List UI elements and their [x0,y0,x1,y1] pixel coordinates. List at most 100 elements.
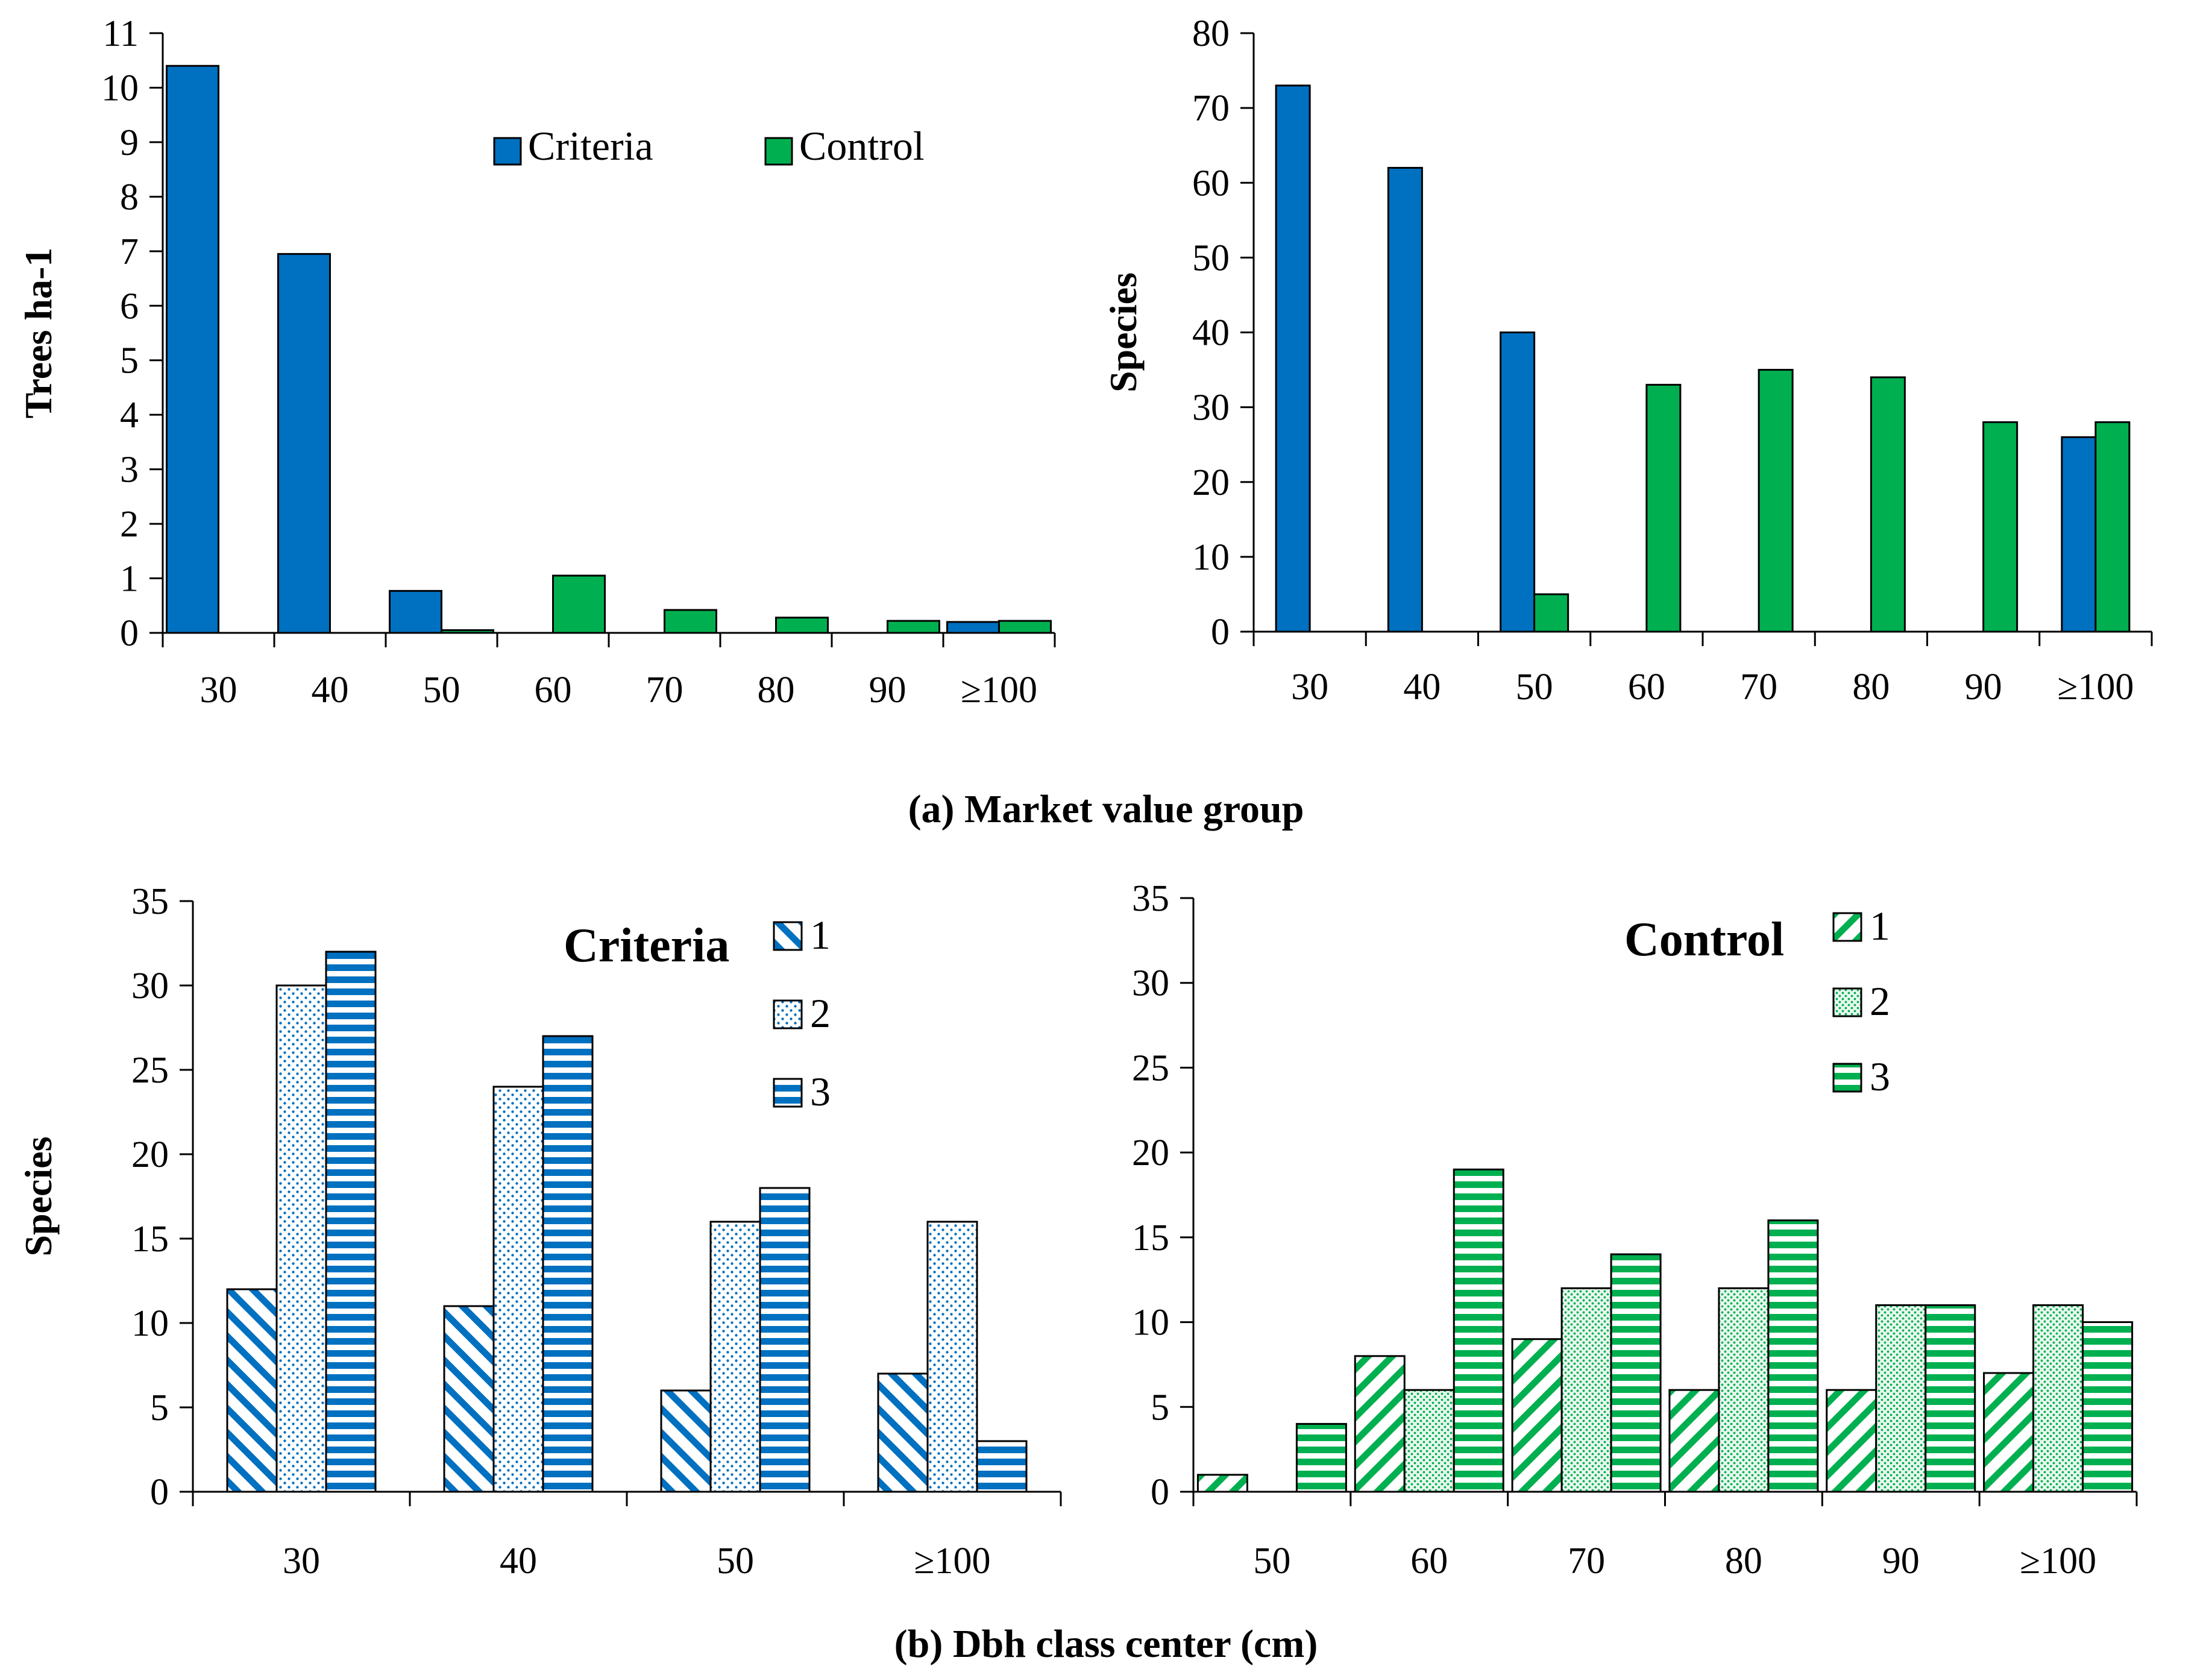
bar-1-≥100 [877,1372,929,1493]
bar-criteria-≥100 [2061,436,2097,633]
bar-criteria-50 [1500,332,1536,633]
x-tick-label: 50 [423,670,460,711]
y-tick-label: 30 [1192,388,1230,429]
chart-criteria-dbh: 0 5 10 15 20 25 30 35 30 40 50 ≥100 Species Criteria 1… [17,881,1062,1582]
x-tick-label: 30 [1291,667,1328,708]
bar-3-≥100 [2082,1321,2134,1493]
legend-label-2: 2 [1870,978,1890,1024]
y-tick-label: 15 [1132,1218,1169,1258]
bar-control-≥100 [998,620,1052,634]
x-tick-label: 30 [200,670,237,711]
y-tick-label: 15 [131,1219,169,1260]
bar-3-30 [325,951,377,1493]
y-tick-label: 30 [1132,963,1169,1004]
bar-3-40 [542,1035,594,1493]
y-tick-label: 25 [1132,1048,1169,1089]
caption-a: (a) Market value group [908,787,1304,831]
y-tick-label: 0 [150,1472,169,1513]
bar-control-70 [1758,369,1794,633]
y-tick-label: 5 [1151,1387,1169,1428]
x-tick-label: 70 [1740,667,1777,708]
y-tick-label: 11 [102,13,139,54]
x-tick-label: 50 [717,1541,754,1582]
bar-1-30 [226,1288,278,1493]
bar-control-90 [887,620,940,634]
bar-control-60 [1645,383,1682,633]
bar-control-80 [775,617,829,634]
x-tick-label: 80 [1852,667,1890,708]
y-tick-label: 20 [131,1134,169,1175]
y-tick-label: 20 [1132,1133,1169,1174]
legend-title: Control [1624,913,1784,966]
legend-title: Criteria [564,919,729,972]
y-tick-label: 30 [131,966,169,1007]
y-tick-label: 10 [101,68,139,108]
y-tick-label: 0 [1211,612,1230,653]
y-axis-label: Species [17,1136,60,1256]
bar-1-70 [1511,1338,1563,1493]
bar-criteria-30 [1275,84,1311,633]
y-tick-label: 3 [120,450,139,491]
bar-2-70 [1560,1287,1612,1493]
legend-label-2: 2 [810,990,831,1036]
x-tick-label: 40 [1403,667,1441,708]
legend-swatch-control [764,137,793,166]
x-tick-label: 80 [1725,1541,1762,1582]
legend-swatch-3 [1832,1063,1862,1093]
bar-3-60 [1453,1168,1504,1493]
x-tick-label: 80 [758,670,795,711]
bar-control-70 [664,609,717,634]
legend-swatch-1 [773,921,803,951]
legend-label-3: 3 [1870,1054,1890,1099]
bar-2-90 [1875,1304,1927,1493]
y-axis-label: Species [1102,272,1145,392]
bar-1-40 [443,1305,495,1493]
legend-label-control: Control [799,123,925,169]
y-tick-label: 5 [120,341,139,382]
bar-1-90 [1826,1389,1877,1493]
y-tick-label: 0 [1151,1472,1169,1513]
bar-2-40 [492,1086,544,1493]
x-tick-label: 90 [1882,1541,1920,1582]
x-tick-label: ≥100 [914,1541,990,1582]
bar-control-50 [1533,593,1569,633]
bar-criteria-50 [389,589,442,634]
chart-control-dbh: 0 5 10 15 20 25 30 35 50 60 70 80 90 ≥100 Control 1 2 3 [1132,878,2138,1582]
bar-2-80 [1718,1287,1770,1493]
legend-label-3: 3 [810,1069,831,1114]
y-tick-label: 7 [120,231,139,272]
caption-b: (b) Dbh class center (cm) [894,1622,1318,1666]
bar-3-50 [1295,1422,1347,1493]
y-tick-label: 70 [1192,88,1230,129]
y-tick-label: 6 [120,286,139,327]
bar-2-≥100 [926,1221,978,1493]
x-tick-label: 70 [1568,1541,1605,1582]
y-tick-label: 5 [150,1387,169,1428]
y-tick-label: 50 [1192,237,1230,278]
bar-control-80 [1870,376,1906,633]
y-tick-label: 4 [120,395,139,436]
bar-2-50 [709,1221,761,1493]
legend-swatch-3 [773,1078,803,1108]
legend-label-1: 1 [810,912,831,958]
bar-criteria-40 [1387,166,1423,633]
legend-swatch-criteria [493,137,522,166]
bar-control-90 [1982,421,2019,633]
bar-3-≥100 [976,1440,1028,1493]
x-tick-label: ≥100 [2057,667,2134,708]
bar-2-60 [1403,1389,1455,1493]
y-tick-label: 0 [120,613,139,654]
bar-criteria-≥100 [946,621,1000,634]
y-axis-label: Trees ha-1 [17,248,60,419]
y-tick-label: 60 [1192,163,1230,204]
bar-control-60 [552,574,606,634]
y-tick-label: 40 [1192,313,1230,354]
x-tick-label: 60 [535,670,572,711]
bar-3-70 [1610,1253,1662,1493]
bar-1-60 [1354,1355,1406,1493]
x-tick-label: ≥100 [961,670,1037,711]
x-tick-label: 60 [1410,1541,1448,1582]
legend-label-1: 1 [1870,903,1890,949]
x-tick-label: 40 [312,670,349,711]
bar-criteria-30 [166,64,219,634]
